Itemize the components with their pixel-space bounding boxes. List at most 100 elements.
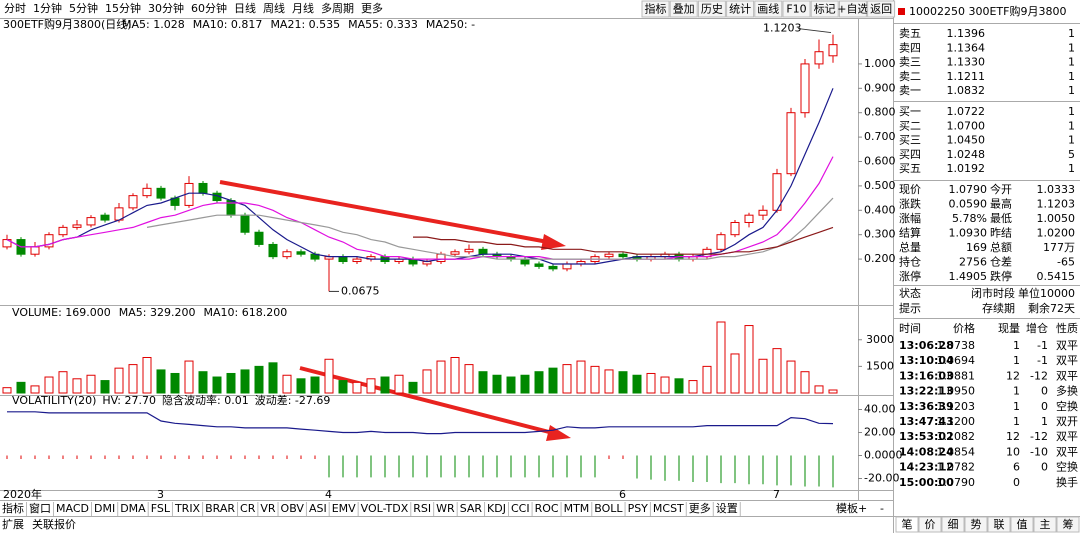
template-button[interactable]: - xyxy=(880,502,884,515)
indicator-tab[interactable]: DMI xyxy=(94,502,115,515)
candle-body xyxy=(828,44,838,57)
indicator-tab[interactable]: VR xyxy=(260,502,276,515)
indicator-tab[interactable]: ROC xyxy=(535,502,559,515)
candle-body xyxy=(268,243,278,258)
volume-bar xyxy=(478,371,488,394)
price-legend: MA55: 0.333 xyxy=(348,18,418,31)
tick-cell: 双平 xyxy=(1056,430,1078,443)
tick-cell: 14:08:24 xyxy=(899,445,954,458)
template-button[interactable]: + xyxy=(858,502,867,515)
indicator-tab[interactable]: MTM xyxy=(564,502,590,515)
panel-tab[interactable]: 筹 xyxy=(1063,517,1074,531)
tick-cell: 10 xyxy=(1006,445,1020,458)
indicator-tab[interactable]: RSI xyxy=(413,502,431,515)
period-tab[interactable]: 月线 xyxy=(292,1,314,15)
period-tab[interactable]: 30分钟 xyxy=(148,1,184,15)
volume-bar xyxy=(464,364,474,394)
panel-tab[interactable]: 细 xyxy=(948,518,959,531)
panel-tab[interactable]: 联 xyxy=(994,518,1005,531)
toolbar-button-frame xyxy=(810,0,839,18)
toolbar-button[interactable]: 叠加 xyxy=(673,3,695,16)
volume-bar xyxy=(58,371,68,394)
indicator-tab[interactable]: CCI xyxy=(511,502,530,515)
stat-label: 涨跌 xyxy=(899,197,921,211)
indicator-tab[interactable]: ASI xyxy=(309,502,327,515)
period-tab[interactable]: 15分钟 xyxy=(105,1,141,15)
template-button[interactable]: 模板 xyxy=(836,501,858,515)
period-tab[interactable]: 5分钟 xyxy=(69,1,98,15)
toolbar-button[interactable]: 指标 xyxy=(645,2,667,16)
indicator-tab[interactable]: MCST xyxy=(653,502,684,515)
y-tick-label: 0.800 xyxy=(864,106,896,119)
tick-cell: 0 xyxy=(1041,400,1048,413)
panel-tab[interactable]: 势 xyxy=(971,518,982,531)
indicator-tab[interactable]: PSY xyxy=(628,502,649,515)
indicator-tab[interactable]: KDJ xyxy=(487,502,506,515)
period-tab[interactable]: 多周期 xyxy=(321,1,354,15)
toolbar-button[interactable]: 标记 xyxy=(814,2,836,16)
volume-bar xyxy=(492,374,502,394)
volume-legend: VOLUME: 169.000 xyxy=(12,306,111,319)
indicator-tab[interactable]: VOL-TDX xyxy=(361,502,409,515)
y-tick-label: 1.000 xyxy=(864,57,896,70)
book-price: 1.1396 xyxy=(947,27,986,40)
period-tab[interactable]: 周线 xyxy=(263,1,285,15)
period-tab[interactable]: 1分钟 xyxy=(33,1,62,15)
volume-bar xyxy=(814,385,824,394)
indicator-tab[interactable]: 窗口 xyxy=(29,501,51,515)
indicator-tab[interactable]: 指标 xyxy=(2,501,24,515)
period-tab[interactable]: 分时 xyxy=(4,2,26,15)
status-value: 剩余72天 xyxy=(1028,301,1075,315)
volatility-legend: VOLATILITY(20) xyxy=(12,394,96,407)
book-label: 买四 xyxy=(899,148,921,161)
tick-cell: 1.0950 xyxy=(937,385,976,398)
indicator-tab[interactable]: OBV xyxy=(281,502,305,515)
book-price: 1.1330 xyxy=(947,56,986,69)
indicator-tab[interactable]: MACD xyxy=(56,502,89,515)
tick-cell: 1.1203 xyxy=(937,400,976,413)
stat-value: 1.1203 xyxy=(1037,198,1076,211)
candle-body xyxy=(72,224,82,228)
candle-body xyxy=(436,253,446,263)
book-price: 1.0832 xyxy=(947,84,986,97)
candle-body xyxy=(800,63,810,114)
indicator-tab[interactable]: WR xyxy=(436,502,455,515)
panel-tab[interactable]: 主 xyxy=(1040,518,1051,531)
indicator-tab[interactable]: DMA xyxy=(120,502,146,515)
toolbar-button[interactable]: 返回 xyxy=(870,3,892,16)
toolbar-button[interactable]: 统计 xyxy=(729,3,751,16)
toolbar-button[interactable]: 历史 xyxy=(701,3,723,16)
panel-tab[interactable]: 笔 xyxy=(902,517,913,531)
toolbar-button[interactable]: +自选 xyxy=(837,3,868,16)
footer-tab[interactable]: 扩展 xyxy=(2,517,24,531)
candle-body xyxy=(282,251,292,258)
indicator-tab[interactable]: 设置 xyxy=(716,502,738,515)
indicator-tab[interactable]: 更多 xyxy=(689,501,711,515)
toolbar-button[interactable]: F10 xyxy=(786,3,806,16)
tick-cell: 1.0881 xyxy=(937,369,976,382)
footer-tab[interactable]: 关联报价 xyxy=(32,517,76,531)
indicator-tab[interactable]: CR xyxy=(240,502,256,515)
panel-tab[interactable]: 价 xyxy=(925,518,936,531)
indicator-tab[interactable]: FSL xyxy=(151,502,171,515)
period-tab[interactable]: 日线 xyxy=(234,1,256,15)
period-tab[interactable]: 60分钟 xyxy=(191,1,227,15)
period-tab[interactable]: 更多 xyxy=(361,1,383,15)
indicator-tab[interactable]: BRAR xyxy=(205,502,235,515)
indicator-tab[interactable]: BOLL xyxy=(594,502,623,515)
indicator-tab[interactable]: SAR xyxy=(460,502,483,515)
stat-label: 昨结 xyxy=(990,227,1012,240)
candle-body xyxy=(254,231,264,245)
volume-bar xyxy=(646,372,656,394)
quote-title: 10002250 300ETF购9月3800 xyxy=(909,4,1066,18)
y-tick-label: 0.300 xyxy=(864,228,896,241)
panel-tab[interactable]: 值 xyxy=(1017,518,1028,531)
candle-body xyxy=(338,256,348,263)
indicator-tab[interactable]: TRIX xyxy=(174,502,201,515)
indicator-tab[interactable]: EMV xyxy=(332,502,356,515)
volume-bar xyxy=(828,389,838,394)
y-tick-label: 0.600 xyxy=(864,155,896,168)
toolbar-button[interactable]: 画线 xyxy=(757,2,779,16)
volatility-legend: HV: 27.70 xyxy=(102,394,156,407)
y-tick-label: 40.00 xyxy=(864,403,896,416)
